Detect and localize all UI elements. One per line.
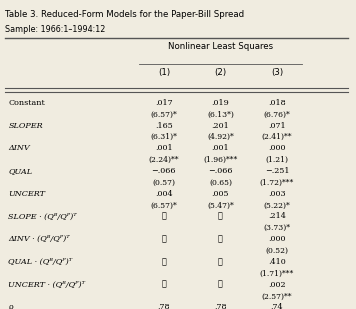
Text: Nonlinear Least Squares: Nonlinear Least Squares <box>168 42 273 51</box>
Text: .018: .018 <box>268 99 286 107</box>
Text: .000: .000 <box>268 235 286 243</box>
Text: .78: .78 <box>214 303 227 309</box>
Text: (0.57): (0.57) <box>152 179 176 187</box>
Text: (5.47)*: (5.47)* <box>207 201 234 210</box>
Text: QUAL: QUAL <box>9 167 33 175</box>
Text: (1.96)***: (1.96)*** <box>203 156 237 164</box>
Text: (1.71)***: (1.71)*** <box>260 270 294 277</box>
Text: −.066: −.066 <box>152 167 176 175</box>
Text: ⋯: ⋯ <box>162 258 166 266</box>
Text: (6.57)*: (6.57)* <box>151 111 177 119</box>
Text: .410: .410 <box>268 258 286 266</box>
Text: (0.52): (0.52) <box>266 247 288 255</box>
Text: ⋯: ⋯ <box>218 258 223 266</box>
Text: (4.92)*: (4.92)* <box>207 133 234 141</box>
Text: ⋯: ⋯ <box>218 235 223 243</box>
Text: (6.31)*: (6.31)* <box>151 133 177 141</box>
Text: ⋯: ⋯ <box>162 281 166 289</box>
Text: (6.13*): (6.13*) <box>207 111 234 119</box>
Text: .001: .001 <box>211 144 229 152</box>
Text: −.066: −.066 <box>208 167 232 175</box>
Text: ΔINV · (Qᴮ/Qᴾ)ᵀ: ΔINV · (Qᴮ/Qᴾ)ᵀ <box>9 235 70 243</box>
Text: (2.57)**: (2.57)** <box>262 292 292 300</box>
Text: UNCERT: UNCERT <box>9 190 46 198</box>
Text: (0.65): (0.65) <box>209 179 232 187</box>
Text: .005: .005 <box>211 190 229 198</box>
Text: .003: .003 <box>268 190 286 198</box>
Text: ΔINV: ΔINV <box>9 144 30 152</box>
Text: .78: .78 <box>158 303 170 309</box>
Text: .004: .004 <box>155 190 173 198</box>
Text: (3): (3) <box>271 68 283 77</box>
Text: (6.57)*: (6.57)* <box>151 201 177 210</box>
Text: ⋯: ⋯ <box>162 235 166 243</box>
Text: .001: .001 <box>155 144 173 152</box>
Text: ρ: ρ <box>9 303 13 309</box>
Text: (2.41)**: (2.41)** <box>262 133 292 141</box>
Text: (2.24)**: (2.24)** <box>148 156 179 164</box>
Text: ⋯: ⋯ <box>162 212 166 220</box>
Text: QUAL · (Qᴮ/Qᴾ)ᵀ: QUAL · (Qᴮ/Qᴾ)ᵀ <box>9 258 73 266</box>
Text: .165: .165 <box>155 121 173 129</box>
Text: (5.22)*: (5.22)* <box>263 201 290 210</box>
Text: Table 3. Reduced-Form Models for the Paper-Bill Spread: Table 3. Reduced-Form Models for the Pap… <box>5 10 244 19</box>
Text: .019: .019 <box>211 99 229 107</box>
Text: (3.73)*: (3.73)* <box>263 224 290 232</box>
Text: SLOPE · (Qᴮ/Qᴾ)ᵀ: SLOPE · (Qᴮ/Qᴾ)ᵀ <box>9 212 77 220</box>
Text: SLOPER: SLOPER <box>9 121 43 129</box>
Text: (6.76)*: (6.76)* <box>263 111 290 119</box>
Text: Sample: 1966:1–1994:12: Sample: 1966:1–1994:12 <box>5 25 105 34</box>
Text: .74: .74 <box>271 303 283 309</box>
Text: ⋯: ⋯ <box>218 212 223 220</box>
Text: (1.72)***: (1.72)*** <box>260 179 294 187</box>
Text: .201: .201 <box>211 121 229 129</box>
Text: .214: .214 <box>268 212 286 220</box>
Text: Constant: Constant <box>9 99 45 107</box>
Text: .017: .017 <box>155 99 173 107</box>
Text: .071: .071 <box>268 121 286 129</box>
Text: .000: .000 <box>268 144 286 152</box>
Text: ⋯: ⋯ <box>218 281 223 289</box>
Text: (1.21): (1.21) <box>266 156 288 164</box>
Text: .002: .002 <box>268 281 286 289</box>
Text: (2): (2) <box>214 68 226 77</box>
Text: −.251: −.251 <box>265 167 289 175</box>
Text: (1): (1) <box>158 68 170 77</box>
Text: UNCERT · (Qᴮ/Qᴾ)ᵀ: UNCERT · (Qᴮ/Qᴾ)ᵀ <box>9 281 85 289</box>
